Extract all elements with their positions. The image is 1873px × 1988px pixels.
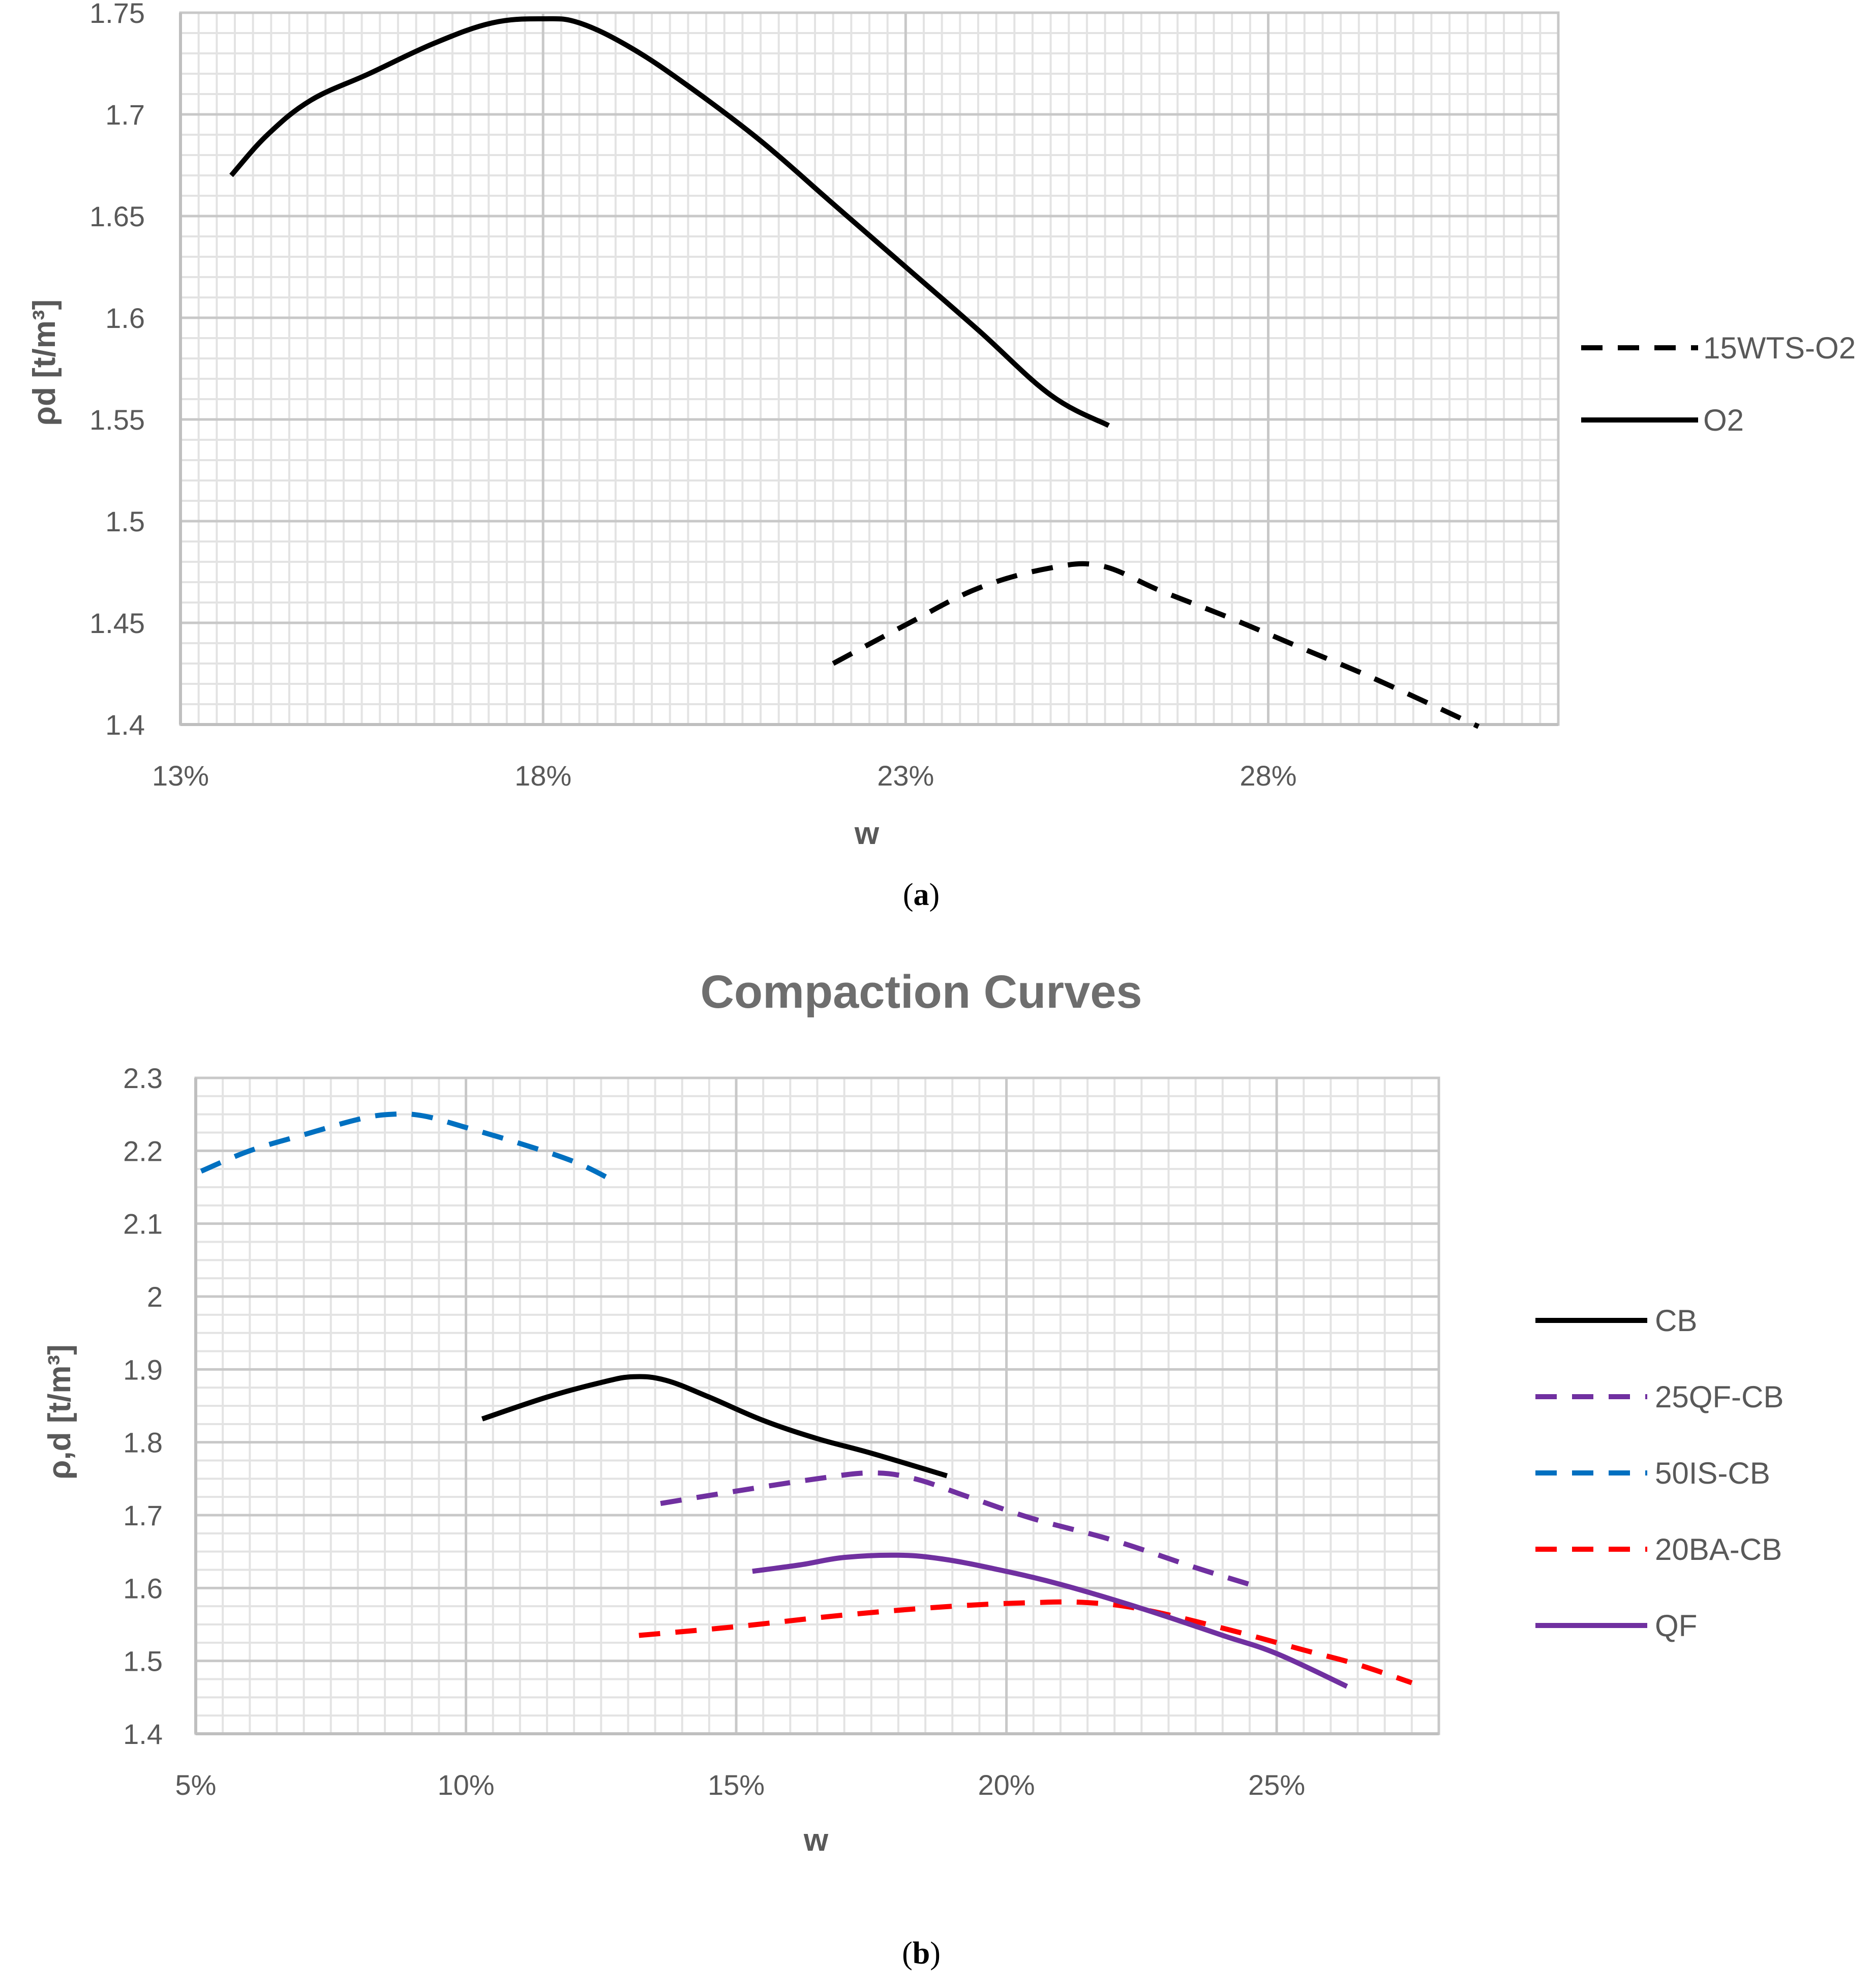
y-tick-label: 1.55 [89, 404, 145, 436]
y-tick-label: 1.7 [105, 99, 145, 131]
y-tick-label: 1.65 [89, 200, 145, 232]
caption-a-label: a [914, 878, 929, 912]
chart-a-minor-grid [179, 12, 1559, 726]
y-tick-label: 2 [147, 1281, 163, 1313]
legend-label-15wts-o2: 15WTS-O2 [1703, 331, 1856, 365]
caption-a-close: ) [929, 878, 940, 912]
chart-a-y-axis-title: ρd [t/m³] [27, 299, 62, 426]
legend-label-qf: QF [1655, 1609, 1697, 1643]
chart-b-series [200, 1111, 1413, 1689]
y-tick-label: 2.2 [123, 1135, 163, 1167]
chart-b: Compaction Curves 1.4 1.5 1.6 1.7 1.8 1.9 2 2.1… [42, 966, 1784, 1858]
chart-a-axes [179, 11, 1560, 726]
series-line-cb [481, 1374, 948, 1479]
chart-a-x-axis-title: w [854, 816, 880, 851]
chart-b-y-tick-labels: 1.4 1.5 1.6 1.7 1.8 1.9 2 2.1 2.2 2.3 [123, 1062, 163, 1750]
x-tick-label: 13% [152, 760, 209, 792]
x-tick-label: 25% [1248, 1769, 1305, 1801]
series-line-50is-cb [200, 1111, 613, 1183]
legend-label-25qf-cb: 25QF-CB [1655, 1380, 1784, 1414]
series-line-qf [752, 1552, 1348, 1689]
y-tick-label: 1.6 [123, 1572, 163, 1604]
y-tick-label: 1.5 [123, 1645, 163, 1677]
y-tick-label: 2.3 [123, 1062, 163, 1094]
caption-b-label: b [913, 1936, 930, 1971]
x-tick-label: 5% [175, 1769, 217, 1801]
chart-a-legend: 15WTS-O2 O2 [1581, 331, 1856, 437]
y-tick-label: 1.9 [123, 1353, 163, 1385]
chart-b-x-axis-title: w [803, 1823, 829, 1858]
y-tick-label: 1.45 [89, 607, 145, 639]
x-tick-label: 10% [437, 1769, 494, 1801]
y-tick-label: 1.5 [105, 505, 145, 537]
y-tick-label: 1.8 [123, 1427, 163, 1459]
y-tick-label: 2.1 [123, 1208, 163, 1240]
chart-a-y-tick-labels: 1.4 1.45 1.5 1.55 1.6 1.65 1.7 1.75 [89, 0, 145, 741]
x-tick-label: 18% [515, 760, 571, 792]
chart-a-x-tick-labels: 13% 18% 23% 28% [152, 760, 1297, 792]
y-tick-label: 1.6 [105, 302, 145, 334]
series-line-15wts-o2 [832, 561, 1480, 729]
y-tick-label: 1.75 [89, 0, 145, 29]
y-tick-label: 1.4 [123, 1718, 163, 1750]
legend-label-20ba-cb: 20BA-CB [1655, 1532, 1782, 1567]
y-tick-label: 1.7 [123, 1499, 163, 1531]
caption-b-open: ( [902, 1936, 913, 1971]
chart-b-legend: CB 25QF-CB 50IS-CB 20BA-CB QF [1535, 1304, 1784, 1643]
legend-label-50is-cb: 50IS-CB [1655, 1456, 1770, 1490]
x-tick-label: 23% [877, 760, 934, 792]
chart-b-title: Compaction Curves [700, 966, 1142, 1018]
y-tick-label: 1.4 [105, 709, 145, 741]
caption-a-open: ( [903, 878, 914, 912]
chart-b-axes [194, 1076, 1440, 1735]
caption-b: (b) [902, 1936, 941, 1971]
chart-a: 1.4 1.45 1.5 1.55 1.6 1.65 1.7 1.75 13% 18% 23% 28… [27, 0, 1856, 851]
series-line-o2 [229, 16, 1110, 428]
series-line-25qf-cb [660, 1470, 1251, 1587]
caption-b-close: ) [930, 1936, 941, 1971]
caption-a: (a) [903, 878, 940, 912]
series-line-20ba-cb [639, 1599, 1413, 1685]
chart-a-series [229, 16, 1480, 729]
legend-label-cb: CB [1655, 1304, 1697, 1338]
x-tick-label: 28% [1240, 760, 1296, 792]
chart-b-minor-grid [195, 1077, 1440, 1735]
x-tick-label: 20% [978, 1769, 1035, 1801]
chart-b-x-tick-labels: 5% 10% 15% 20% 25% [175, 1769, 1306, 1801]
chart-b-y-axis-title: ρ,d [t/m³] [42, 1344, 77, 1480]
legend-label-o2: O2 [1703, 403, 1744, 437]
x-tick-label: 15% [708, 1769, 765, 1801]
